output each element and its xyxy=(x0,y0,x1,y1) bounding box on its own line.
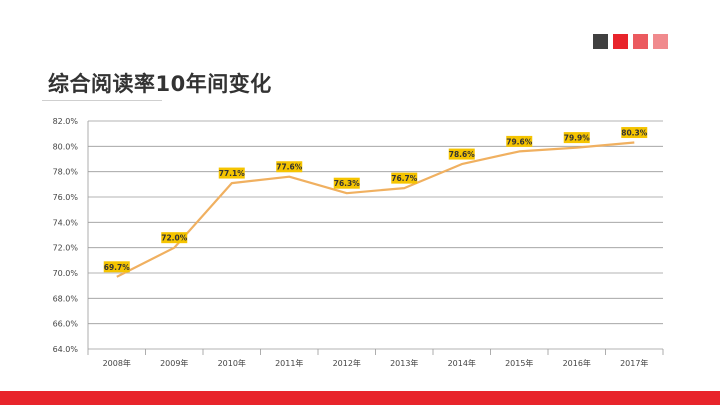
y-tick-label: 64.0% xyxy=(53,345,79,354)
data-label-box xyxy=(103,261,130,273)
data-label-box xyxy=(161,232,188,244)
x-tick-label: 2014年 xyxy=(448,358,476,368)
y-tick-label: 78.0% xyxy=(53,168,79,177)
data-label: 72.0% xyxy=(161,234,188,243)
data-label-box xyxy=(276,161,303,173)
y-tick-label: 82.0% xyxy=(53,117,79,126)
title-underline xyxy=(42,100,162,101)
y-tick-label: 66.0% xyxy=(53,320,79,329)
data-label: 78.6% xyxy=(449,150,476,159)
square-light-red xyxy=(653,34,668,49)
data-label: 69.7% xyxy=(104,263,131,272)
square-medium-red xyxy=(633,34,648,49)
x-tick-label: 2010年 xyxy=(218,358,246,368)
square-dark xyxy=(593,34,608,49)
y-tick-label: 74.0% xyxy=(53,218,79,227)
x-tick-label: 2017年 xyxy=(620,358,648,368)
x-tick-label: 2012年 xyxy=(333,358,361,368)
bottom-bar xyxy=(0,391,720,405)
data-label-box xyxy=(333,177,360,189)
data-label-box xyxy=(218,167,245,179)
data-label-box xyxy=(391,172,418,184)
series-line xyxy=(116,141,635,278)
x-tick-label: 2015年 xyxy=(505,358,533,368)
x-tick-label: 2009年 xyxy=(160,358,188,368)
y-tick-label: 68.0% xyxy=(53,294,79,303)
data-label: 80.3% xyxy=(621,129,648,138)
data-label-box xyxy=(506,135,533,147)
data-label-box xyxy=(448,148,475,160)
data-label: 79.6% xyxy=(506,137,533,146)
data-label: 77.6% xyxy=(276,163,303,172)
y-tick-label: 70.0% xyxy=(53,269,79,278)
data-label-box xyxy=(621,127,648,139)
square-red xyxy=(613,34,628,49)
data-label: 79.9% xyxy=(564,134,591,143)
y-tick-label: 80.0% xyxy=(53,142,79,151)
decorative-squares xyxy=(593,34,668,49)
x-tick-label: 2016年 xyxy=(563,358,591,368)
x-tick-label: 2013年 xyxy=(390,358,418,368)
data-label-box xyxy=(563,132,590,144)
x-tick-label: 2011年 xyxy=(275,358,303,368)
data-label: 77.1% xyxy=(219,169,246,178)
data-label: 76.3% xyxy=(334,179,361,188)
data-label: 76.7% xyxy=(391,174,418,183)
y-tick-label: 72.0% xyxy=(53,244,79,253)
y-tick-label: 76.0% xyxy=(53,193,79,202)
page-title: 综合阅读率10年间变化 xyxy=(48,72,272,96)
x-tick-label: 2008年 xyxy=(103,358,131,368)
